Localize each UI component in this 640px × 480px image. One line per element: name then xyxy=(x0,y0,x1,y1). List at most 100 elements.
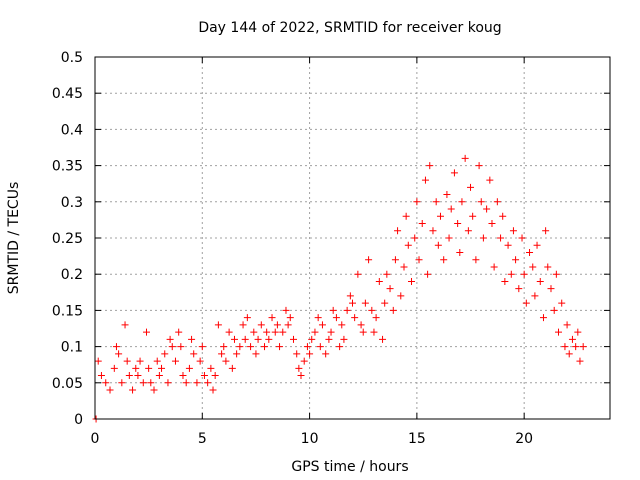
data-point xyxy=(263,328,271,336)
data-point xyxy=(507,270,515,278)
data-point xyxy=(214,321,222,329)
data-point xyxy=(450,169,458,177)
data-point xyxy=(271,328,279,336)
data-point xyxy=(475,162,483,170)
data-point xyxy=(529,263,537,271)
data-point xyxy=(311,328,319,336)
data-point xyxy=(497,234,505,242)
y-tick-label: 0.2 xyxy=(61,267,83,283)
data-point xyxy=(209,386,217,394)
data-point xyxy=(325,335,333,343)
data-point xyxy=(297,372,305,380)
x-tick-label: 5 xyxy=(198,431,207,447)
data-point xyxy=(211,372,219,380)
data-point xyxy=(346,292,354,300)
data-point xyxy=(504,241,512,249)
data-point xyxy=(220,343,228,351)
chart-title: Day 144 of 2022, SRMTID for receiver kou… xyxy=(198,20,501,36)
y-tick-label: 0 xyxy=(74,412,83,428)
data-point xyxy=(286,314,294,322)
data-point xyxy=(499,212,507,220)
data-point xyxy=(188,335,196,343)
y-tick-label: 0.3 xyxy=(61,195,83,211)
data-point xyxy=(370,328,378,336)
data-point xyxy=(179,372,187,380)
data-point xyxy=(276,343,284,351)
data-point xyxy=(486,176,494,184)
data-point xyxy=(402,212,410,220)
y-axis-label: SRMTID / TECUs xyxy=(6,182,22,295)
data-point xyxy=(306,350,314,358)
data-point xyxy=(106,386,114,394)
data-point xyxy=(243,314,251,322)
data-point xyxy=(359,328,367,336)
x-tick-label: 15 xyxy=(408,431,426,447)
data-point xyxy=(143,328,150,336)
y-tick-label: 0.15 xyxy=(52,303,83,319)
data-point xyxy=(490,263,498,271)
data-point xyxy=(443,191,451,199)
data-point xyxy=(164,379,172,387)
data-point xyxy=(284,321,292,329)
data-point xyxy=(467,183,475,191)
data-point xyxy=(432,198,440,206)
data-point xyxy=(198,343,206,351)
data-point xyxy=(340,335,348,343)
data-point xyxy=(204,379,212,387)
data-point xyxy=(349,299,356,307)
data-point xyxy=(336,343,344,351)
data-point xyxy=(542,227,550,235)
data-point xyxy=(295,364,303,372)
data-point xyxy=(175,328,183,336)
data-point xyxy=(257,321,265,329)
y-tick-label: 0.05 xyxy=(52,376,83,392)
data-point xyxy=(222,357,230,365)
data-point xyxy=(464,227,472,235)
data-point xyxy=(94,357,102,365)
data-point xyxy=(282,306,290,314)
data-point xyxy=(123,357,131,365)
data-point xyxy=(574,328,582,336)
data-point xyxy=(454,220,462,228)
x-tick-label: 20 xyxy=(515,431,533,447)
data-point xyxy=(383,270,391,278)
data-point xyxy=(461,154,469,162)
data-point xyxy=(531,292,539,300)
data-point xyxy=(552,270,560,278)
data-point xyxy=(177,343,185,351)
data-point xyxy=(112,343,120,351)
data-point xyxy=(357,321,365,329)
x-tick-label: 10 xyxy=(301,431,319,447)
data-point xyxy=(300,357,308,365)
data-point xyxy=(254,335,262,343)
data-point xyxy=(125,372,133,380)
axis-ticks: 0 5 10 15 20 0 0.05 0.1 0.15 0.2 0.25 0.3 0.35 0.4 0.4… xyxy=(52,50,610,447)
data-point xyxy=(115,350,123,358)
data-point xyxy=(458,198,466,206)
data-point xyxy=(539,314,547,322)
data-point xyxy=(456,248,464,256)
data-point xyxy=(522,299,530,307)
data-point xyxy=(404,241,412,249)
data-point xyxy=(97,372,105,380)
data-point xyxy=(579,343,587,351)
y-tick-label: 0.1 xyxy=(61,340,83,356)
data-point xyxy=(132,364,140,372)
data-point xyxy=(533,241,541,249)
data-point xyxy=(512,256,520,264)
y-tick-label: 0.45 xyxy=(52,86,83,102)
data-point xyxy=(314,314,322,322)
data-point xyxy=(536,277,544,285)
data-point xyxy=(303,343,311,351)
data-point xyxy=(434,241,442,249)
data-point xyxy=(561,343,569,351)
data-point xyxy=(153,357,161,365)
data-point xyxy=(469,212,477,220)
data-point xyxy=(381,299,389,307)
x-axis-label: GPS time / hours xyxy=(291,459,408,475)
data-point xyxy=(139,379,147,387)
data-point xyxy=(158,364,166,372)
y-tick-label: 0.35 xyxy=(52,159,83,175)
